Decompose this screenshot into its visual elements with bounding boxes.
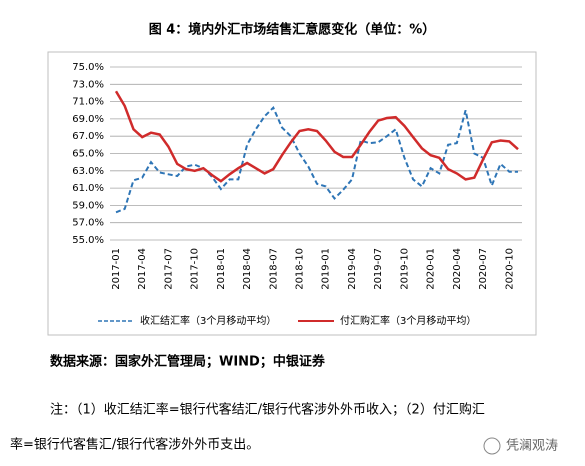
x-tick-label: 2019-04 [347,248,358,290]
series-line [115,105,518,214]
legend-label: 付汇购汇率（3个月移动平均） [340,314,476,327]
chart-title: 图 4：境内外汇市场结售汇意愿变化（单位：%） [149,22,436,38]
series-line [114,90,519,183]
y-tick-label: 73.0% [72,79,104,90]
x-tick-label: 2018-04 [242,248,253,290]
x-tick-label: 2019-07 [373,248,384,290]
x-tick-label: 2017-04 [137,248,148,290]
y-tick-label: 65.0% [72,149,104,160]
x-tick-label: 2019-01 [321,248,332,290]
x-tick-label: 2020-07 [478,248,489,290]
note: 率=银行代客售汇/银行代客涉外外币支出。 [10,437,259,453]
y-tick-label: 69.0% [72,114,104,125]
x-tick-label: 2018-07 [268,248,279,290]
y-tick-label: 67.0% [72,131,104,142]
x-tick-label: 2017-10 [190,248,201,290]
y-tick-label: 63.0% [72,166,104,177]
y-tick-label: 71.0% [72,97,104,108]
x-tick-label: 2020-10 [504,248,515,290]
y-tick-label: 75.0% [72,62,104,73]
legend-label: 收汇结汇率（3个月移动平均） [140,314,276,327]
x-tick-label: 2019-10 [399,248,410,290]
x-tick-label: 2017-01 [111,248,122,290]
y-tick-label: 61.0% [72,183,104,194]
y-tick-label: 59.0% [72,200,104,211]
x-tick-label: 2020-04 [452,248,463,290]
x-tick-label: 2017-07 [163,248,174,290]
watermark-icon [483,437,501,455]
x-tick-label: 2020-01 [426,248,437,290]
y-tick-label: 55.0% [72,235,104,246]
x-tick-label: 2018-01 [216,248,227,290]
watermark: 凭澜观涛 [506,438,558,454]
note: 注：（1）收汇结汇率=银行代客结汇/银行代客涉外外币收入；（2）付汇购汇 [50,402,485,418]
chart-frame [47,51,537,336]
y-tick-label: 57.0% [72,218,104,229]
source: 数据来源：国家外汇管理局；WIND；中银证券 [50,354,326,370]
x-tick-label: 2018-10 [295,248,306,290]
